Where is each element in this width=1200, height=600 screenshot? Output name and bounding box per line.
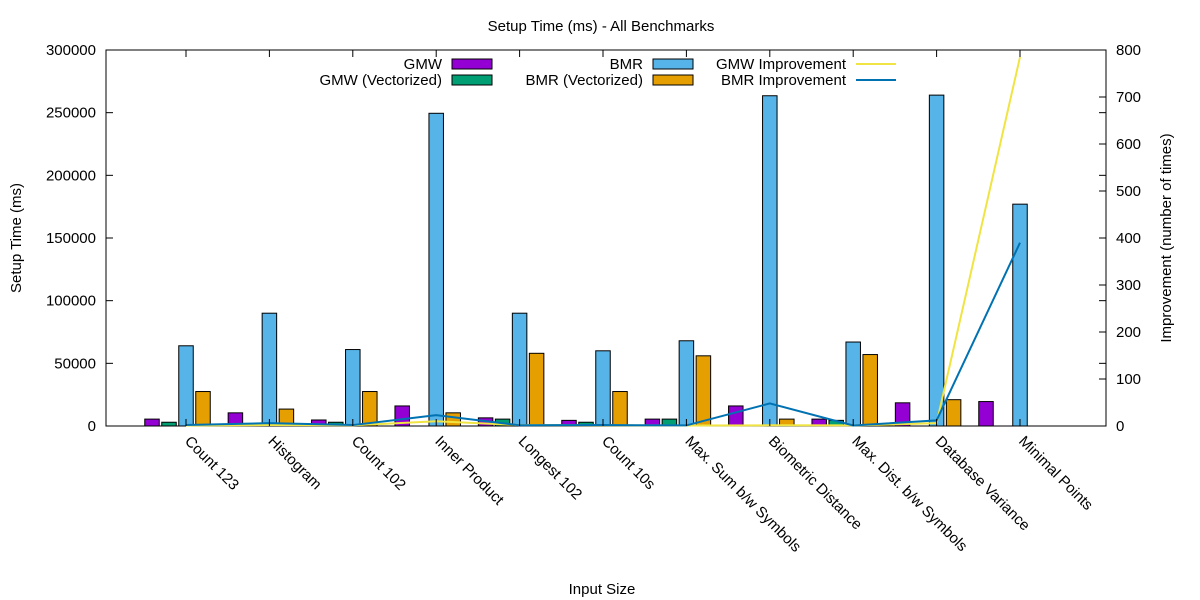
x-tick-label: Longest 102 <box>515 433 585 503</box>
legend-label: GMW (Vectorized) <box>319 72 442 89</box>
x-tick-label: Count 10s <box>598 433 658 493</box>
legend-label: GMW <box>404 56 443 73</box>
x-tick-label: Minimal Points <box>1015 433 1096 514</box>
bar-bmr-vectorized <box>362 391 378 427</box>
bar-bmr <box>511 312 528 427</box>
y-tick-label: 250000 <box>46 105 96 122</box>
bar-bmr <box>595 350 611 427</box>
y2-tick-label: 500 <box>1116 183 1141 200</box>
bar-bmr <box>261 312 278 427</box>
chart-title: Setup Time (ms) - All Benchmarks <box>488 18 715 35</box>
y-axis-ticks: 0 50000 100000 150000 200000 250000 300000 <box>46 42 1106 435</box>
bar-bmr-vectorized <box>195 391 211 427</box>
bar-bmr <box>845 341 861 427</box>
legend-label: GMW Improvement <box>716 56 847 73</box>
x-tick-label: Count 102 <box>348 433 409 494</box>
bar-bmr <box>178 345 194 427</box>
bar-bmr <box>428 112 444 427</box>
bar-gmw-vectorized <box>161 421 177 427</box>
y-tick-label: 0 <box>88 418 96 435</box>
bars <box>144 94 1028 427</box>
y2-tick-label: 600 <box>1116 136 1141 153</box>
bar-gmw <box>978 401 994 427</box>
bar-bmr <box>345 349 361 427</box>
legend-label: BMR <box>610 56 644 73</box>
bar-gmw <box>394 405 410 427</box>
bar-gmw <box>144 418 160 427</box>
bar-bmr-vectorized <box>695 355 712 427</box>
y2-axis-ticks: 0 100 200 300 400 500 600 700 800 <box>1099 42 1141 435</box>
bar-bmr <box>762 95 778 427</box>
legend-swatch <box>652 74 694 86</box>
legend-swatch <box>451 74 493 86</box>
bar-bmr <box>678 340 695 427</box>
y-axis-label: Setup Time (ms) <box>8 183 25 293</box>
y-tick-label: 150000 <box>46 230 96 247</box>
y2-tick-label: 800 <box>1116 42 1141 59</box>
bar-bmr <box>928 94 945 427</box>
y-tick-label: 50000 <box>54 355 96 372</box>
bar-bmr-vectorized <box>862 354 878 427</box>
x-axis-label: Input Size <box>569 581 636 598</box>
bar-bmr-vectorized <box>945 399 962 427</box>
y2-tick-label: 400 <box>1116 230 1141 247</box>
bar-bmr-vectorized <box>445 412 461 427</box>
y2-tick-label: 0 <box>1116 418 1124 435</box>
bar-bmr <box>1012 203 1028 427</box>
legend-swatch <box>652 58 694 70</box>
legend-swatch <box>451 58 493 70</box>
y2-tick-label: 100 <box>1116 371 1141 388</box>
x-axis-ticks: Count 123 Histogram Count 102 Inner Product… <box>181 50 1096 556</box>
y-tick-label: 100000 <box>46 293 96 310</box>
bar-bmr-vectorized <box>612 391 628 427</box>
y2-tick-label: 300 <box>1116 277 1141 294</box>
bar-gmw <box>728 405 744 427</box>
y2-axis-label: Improvement (number of times) <box>1158 133 1175 342</box>
x-tick-label: Count 123 <box>181 433 242 494</box>
x-tick-label: Histogram <box>265 433 325 493</box>
x-tick-label: Inner Product <box>431 433 507 509</box>
y2-tick-label: 700 <box>1116 89 1141 106</box>
y-tick-label: 300000 <box>46 42 96 59</box>
y-tick-label: 200000 <box>46 167 96 184</box>
bar-bmr-vectorized <box>528 352 545 427</box>
y2-tick-label: 200 <box>1116 324 1141 341</box>
legend-label: BMR Improvement <box>721 72 847 89</box>
legend-label: BMR (Vectorized) <box>525 72 643 89</box>
bar-gmw <box>894 402 911 427</box>
